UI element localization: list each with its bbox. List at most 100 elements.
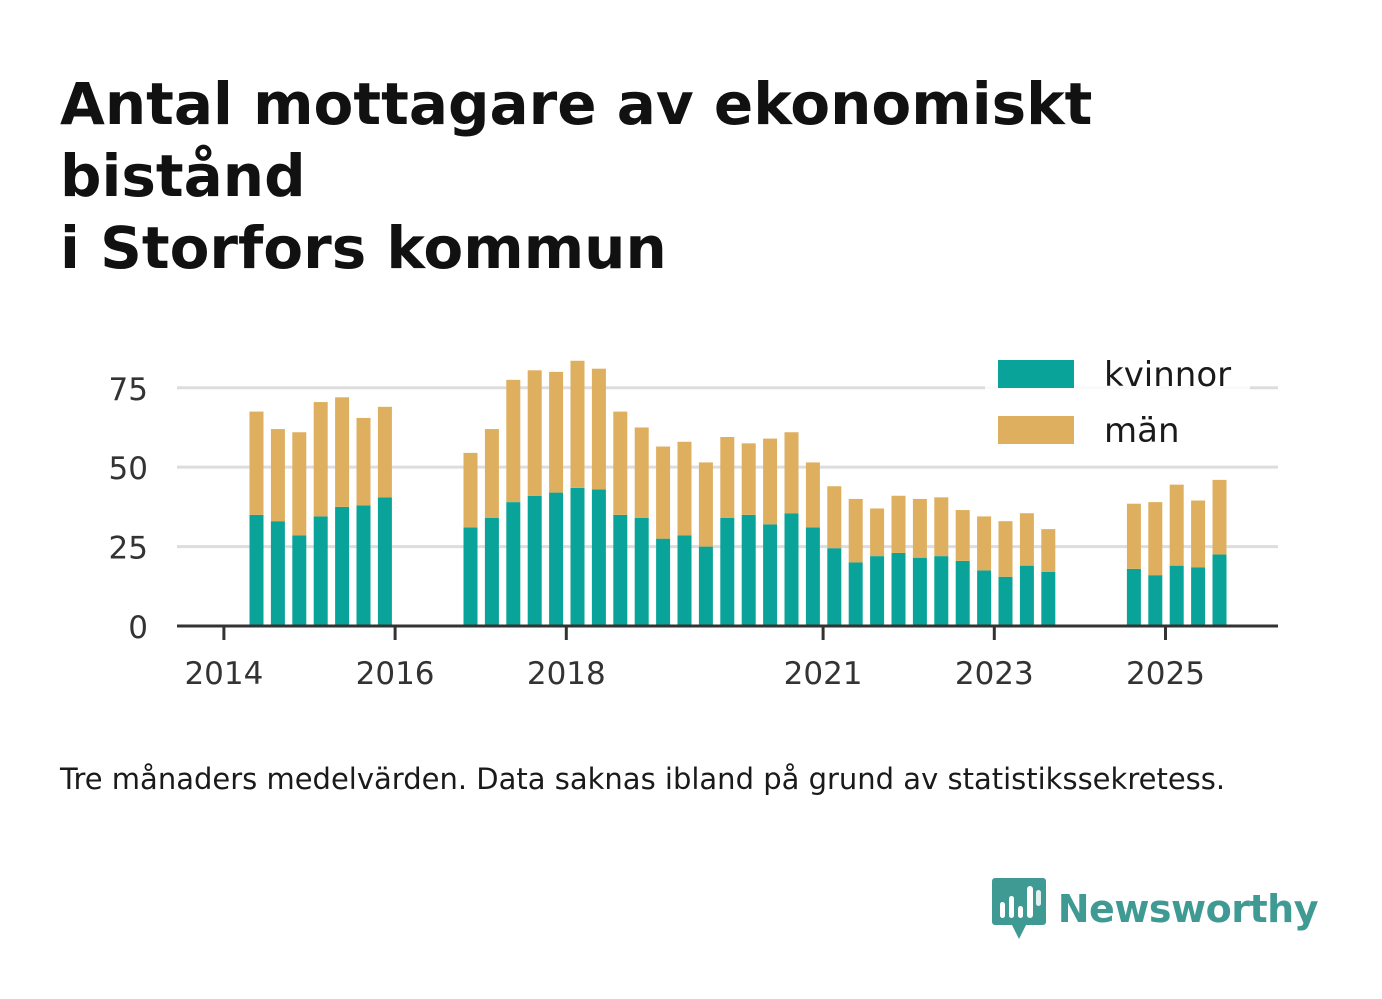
legend-label: kvinnor (1104, 355, 1231, 395)
bar-kvinnor (506, 502, 521, 626)
bar-kvinnor (591, 489, 606, 626)
bar-man (1169, 484, 1184, 566)
bar-man (891, 495, 906, 553)
y-tick-label: 0 (128, 610, 148, 646)
bar-man (848, 498, 863, 563)
bar-kvinnor (677, 535, 692, 626)
bar-kvinnor (891, 552, 906, 626)
bar-kvinnor (656, 538, 671, 626)
bar-kvinnor (1126, 568, 1141, 626)
bar-kvinnor (292, 535, 307, 626)
bar-man (613, 411, 628, 515)
x-tick-label: 2018 (527, 656, 606, 692)
bar-kvinnor (249, 514, 264, 626)
bar-man (1041, 529, 1056, 572)
bar-kvinnor (356, 505, 371, 626)
bar-kvinnor (1191, 567, 1206, 626)
bar-man (335, 397, 350, 507)
stacked-bar-chart: kvinnor män 0 25 50 75 2014 2016 2018 2021 2023 20… (108, 350, 1278, 692)
bar-man (591, 368, 606, 490)
bar-man (934, 497, 949, 557)
bars-group (249, 360, 1227, 626)
bar-man (912, 498, 927, 558)
bar-man (870, 508, 885, 557)
bar-man (527, 370, 542, 496)
bar-man (313, 402, 328, 517)
legend-swatch (998, 416, 1074, 444)
y-tick-label: 50 (109, 451, 148, 487)
bar-man (955, 510, 970, 561)
x-tick-label: 2023 (955, 656, 1034, 692)
brand-logo[interactable]: Newsworthy (991, 878, 1319, 940)
bar-kvinnor (1148, 575, 1163, 626)
bar-kvinnor (741, 514, 756, 626)
bar-kvinnor (484, 518, 499, 626)
legend-label: män (1104, 411, 1180, 451)
bar-kvinnor (827, 548, 842, 626)
bar-man (656, 446, 671, 539)
bar-kvinnor (848, 562, 863, 626)
legend-swatch (998, 360, 1074, 388)
bar-kvinnor (805, 527, 820, 626)
bar-man (1019, 513, 1034, 566)
bar-man (484, 429, 499, 518)
bar-kvinnor (1169, 565, 1184, 626)
bar-man (634, 427, 649, 518)
bar-kvinnor (1212, 554, 1227, 626)
legend: kvinnor män (985, 350, 1250, 465)
bar-man (827, 486, 842, 549)
bar-kvinnor (570, 487, 585, 626)
bar-kvinnor (912, 557, 927, 626)
bar-man (356, 417, 371, 506)
x-tick-label: 2025 (1126, 656, 1205, 692)
bar-man (249, 411, 264, 515)
bar-man (506, 379, 521, 503)
bar-kvinnor (613, 514, 628, 626)
brand-name: Newsworthy (1057, 887, 1319, 931)
bar-man (463, 452, 478, 528)
bar-man (698, 462, 713, 547)
bar-kvinnor (784, 513, 799, 626)
bar-man (570, 360, 585, 488)
bar-kvinnor (934, 556, 949, 626)
bar-man (377, 406, 392, 498)
x-tick-label: 2016 (356, 656, 435, 692)
bar-man (805, 462, 820, 528)
bar-kvinnor (955, 560, 970, 626)
bar-kvinnor (549, 492, 564, 626)
bar-kvinnor (634, 518, 649, 626)
bar-man (1191, 500, 1206, 568)
bar-kvinnor (698, 546, 713, 626)
bar-man (784, 432, 799, 514)
footnote: Tre månaders medelvärden. Data saknas ib… (60, 762, 1226, 796)
chart-title: Antal mottagare av ekonomiskt bistånd i … (60, 68, 1350, 284)
bar-man (292, 432, 307, 536)
bar-kvinnor (1041, 572, 1056, 626)
bar-man (763, 438, 778, 525)
x-tick-label: 2021 (784, 656, 863, 692)
bar-kvinnor (720, 518, 735, 626)
chart-title-line-1: Antal mottagare av ekonomiskt bistånd (60, 70, 1093, 210)
bar-man (549, 371, 564, 493)
newsworthy-logo-icon (991, 878, 1046, 939)
bar-man (720, 437, 735, 518)
bar-man (1148, 502, 1163, 576)
bar-kvinnor (335, 506, 350, 626)
bar-man (977, 516, 992, 571)
bar-kvinnor (270, 521, 285, 626)
bar-kvinnor (998, 576, 1013, 626)
bar-kvinnor (763, 524, 778, 626)
axes: 0 25 50 75 2014 2016 2018 2021 2023 2025 (109, 372, 1278, 692)
y-tick-label: 25 (109, 531, 148, 567)
bar-kvinnor (313, 516, 328, 626)
bar-kvinnor (870, 556, 885, 626)
bar-man (1126, 503, 1141, 569)
bar-man (741, 443, 756, 515)
chart-title-line-2: i Storfors kommun (60, 214, 667, 282)
y-tick-label: 75 (109, 372, 148, 408)
bar-kvinnor (527, 495, 542, 626)
bar-kvinnor (377, 497, 392, 626)
bar-man (1212, 479, 1227, 555)
bar-man (998, 521, 1013, 577)
bar-kvinnor (1019, 565, 1034, 626)
